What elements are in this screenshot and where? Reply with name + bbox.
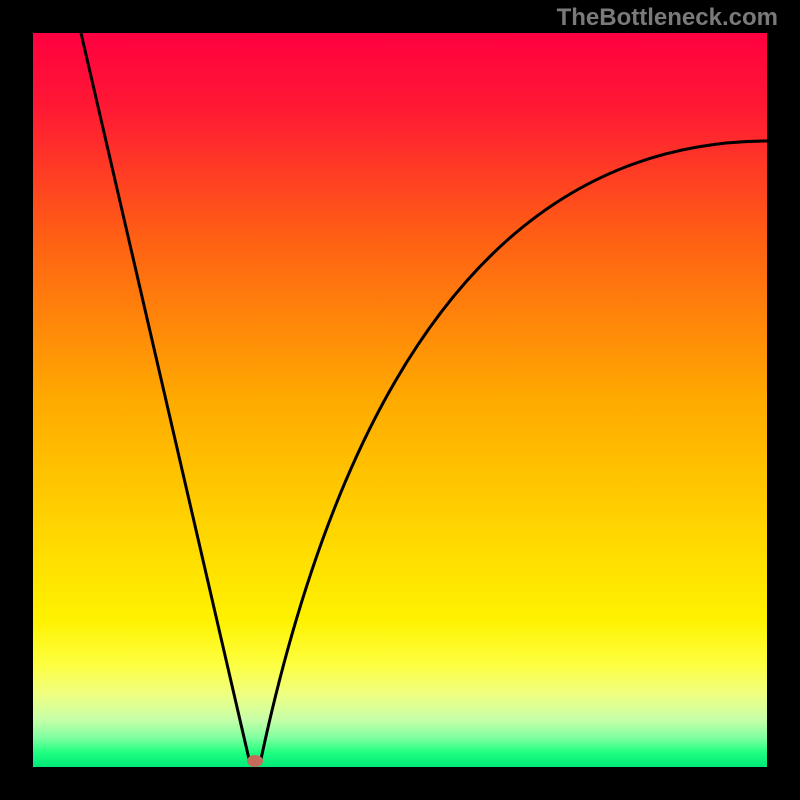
plot-svg: [33, 33, 767, 767]
watermark-text: TheBottleneck.com: [557, 4, 778, 32]
chart-frame: TheBottleneck.com: [0, 0, 800, 800]
gradient-background: [33, 33, 767, 767]
vertex-marker: [247, 755, 263, 767]
